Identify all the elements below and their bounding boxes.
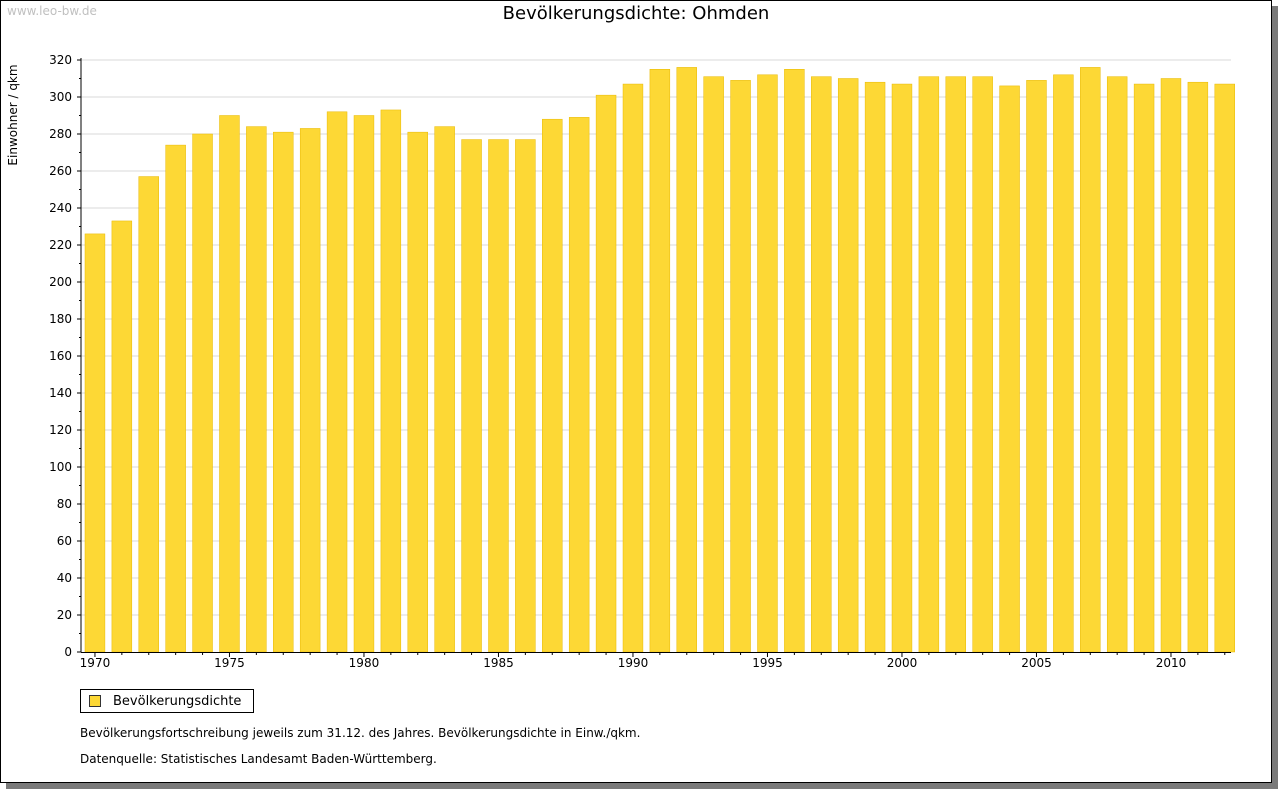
x-tick-label: 1980 [349, 656, 380, 670]
y-tick-label: 120 [49, 423, 72, 437]
bar [165, 144, 186, 653]
bar [246, 126, 267, 653]
x-tick-label: 1970 [80, 656, 111, 670]
footnote-method: Bevölkerungsfortschreibung jeweils zum 3… [80, 726, 641, 740]
chart-title: Bevölkerungsdichte: Ohmden [502, 3, 770, 24]
bar [353, 115, 375, 653]
bar [192, 133, 213, 653]
bar [1106, 76, 1128, 653]
bar [1080, 67, 1101, 653]
x-tick-label: 1990 [618, 656, 649, 670]
bar [299, 128, 321, 653]
bar-chart: 0 20 40 60 80 100 120 140 160 180 200 220 240 260 280 3… [6, 53, 1235, 670]
y-tick-label: 300 [49, 90, 72, 104]
bar [891, 83, 913, 653]
y-tick-label: 280 [49, 127, 72, 141]
bar [434, 126, 455, 653]
x-tick-label: 2010 [1156, 656, 1187, 670]
frame-shadow-right [1272, 6, 1278, 789]
y-tick-label: 160 [49, 349, 72, 363]
bar [515, 139, 536, 653]
x-tick-label: 2000 [887, 656, 918, 670]
bars [84, 67, 1235, 653]
y-tick-label: 20 [57, 608, 72, 622]
bar [676, 67, 697, 653]
bar [730, 80, 751, 653]
bar [972, 76, 993, 653]
watermark: www.leo-bw.de [7, 4, 97, 18]
bar [111, 220, 133, 653]
legend-label: Bevölkerungsdichte [113, 693, 242, 709]
bar [918, 76, 940, 653]
y-axis-title: Einwohner / qkm [6, 64, 20, 165]
y-tick-label: 220 [49, 238, 72, 252]
bar [945, 76, 966, 653]
y-tick-label: 60 [57, 534, 72, 548]
bar [703, 76, 724, 653]
bar [568, 117, 590, 653]
y-tick-label: 240 [49, 201, 72, 215]
y-tick-label: 140 [49, 386, 72, 400]
footnote-source: Datenquelle: Statistisches Landesamt Bad… [80, 752, 437, 766]
legend-swatch [89, 695, 101, 707]
legend: Bevölkerungsdichte [80, 689, 255, 713]
x-tick-label: 1975 [214, 656, 245, 670]
bar [461, 139, 482, 653]
bar [1026, 80, 1047, 653]
y-tick-label: 200 [49, 275, 72, 289]
bar [542, 118, 563, 653]
bar [219, 115, 240, 653]
y-tick-label: 260 [49, 164, 72, 178]
x-tick-label: 1995 [752, 656, 783, 670]
bar [1187, 81, 1209, 653]
bar [1053, 74, 1074, 653]
axes [77, 58, 1231, 657]
bar [1133, 83, 1155, 653]
bar [84, 233, 106, 653]
y-tick-label: 0 [64, 645, 72, 659]
bar [784, 69, 805, 653]
frame-shadow-bottom [6, 783, 1278, 789]
bar [622, 83, 644, 653]
bar [407, 131, 428, 653]
y-tick-label: 320 [49, 53, 72, 67]
y-tick-label: 80 [57, 497, 72, 511]
x-tick-labels: 1970 1975 1980 1985 1990 1995 2000 2005 2010 [80, 656, 1187, 670]
bar [488, 139, 509, 653]
bar [1214, 83, 1235, 653]
bar [999, 85, 1020, 653]
y-tick-labels: 0 20 40 60 80 100 120 140 160 180 200 220 240 260 280 3… [49, 53, 72, 659]
y-tick-label: 100 [49, 460, 72, 474]
bar [138, 176, 159, 653]
bar [595, 94, 617, 653]
bar [1160, 78, 1182, 653]
x-tick-label: 1985 [483, 656, 514, 670]
bar [273, 131, 294, 653]
bar [757, 74, 778, 653]
x-tick-label: 2005 [1021, 656, 1052, 670]
bar [649, 69, 671, 653]
bar [326, 111, 348, 653]
bar [380, 109, 402, 653]
bar [864, 81, 886, 653]
bar [811, 76, 832, 653]
y-tick-label: 40 [57, 571, 72, 585]
y-tick-label: 180 [49, 312, 72, 326]
bar [837, 78, 859, 653]
